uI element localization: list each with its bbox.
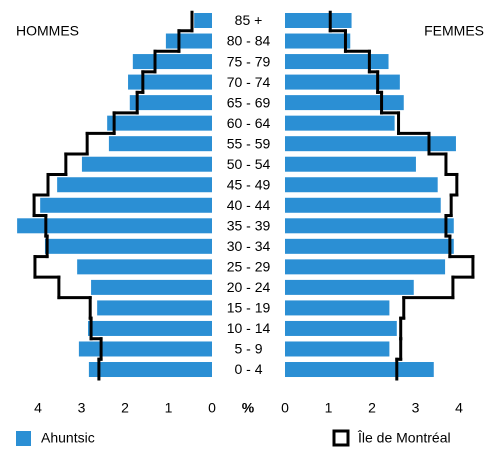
bar <box>285 320 397 336</box>
x-tick-label: 3 <box>412 400 420 416</box>
category-label: 60 - 64 <box>227 115 271 131</box>
category-label: 50 - 54 <box>227 156 271 172</box>
category-label: 25 - 29 <box>227 259 271 275</box>
x-tick-label: 2 <box>121 400 129 416</box>
bar <box>17 218 213 234</box>
category-label: 85 + <box>235 12 263 28</box>
bar <box>194 13 212 28</box>
bar <box>78 341 212 357</box>
category-label: 5 - 9 <box>234 341 262 357</box>
legend-label: Ahuntsic <box>41 430 95 446</box>
bar <box>97 300 212 316</box>
category-label: 70 - 74 <box>227 74 271 90</box>
bar <box>285 136 456 152</box>
bar <box>165 33 212 49</box>
bar <box>285 218 454 234</box>
bar <box>44 238 213 254</box>
bar <box>285 197 441 213</box>
x-tick-label: 2 <box>368 400 376 416</box>
x-tick-label: 4 <box>34 400 42 416</box>
bar <box>285 13 352 28</box>
bar <box>285 74 400 90</box>
category-label: 35 - 39 <box>227 218 271 234</box>
bar <box>285 95 404 111</box>
category-label: 30 - 34 <box>227 238 271 254</box>
bar <box>285 177 438 193</box>
category-label: 55 - 59 <box>227 135 271 151</box>
x-tick-label: 1 <box>325 400 333 416</box>
bar <box>108 136 212 152</box>
bar <box>81 156 212 172</box>
legend-label: Île de Montréal <box>357 430 451 446</box>
bar <box>88 320 212 336</box>
category-label: 20 - 24 <box>227 279 271 295</box>
bar <box>285 300 390 316</box>
x-axis-label: % <box>242 400 255 416</box>
bar <box>285 54 389 70</box>
legend-swatch <box>332 429 350 447</box>
legend-swatch <box>16 431 31 446</box>
bar <box>91 279 212 295</box>
bar <box>285 279 414 295</box>
x-tick-label: 4 <box>455 400 463 416</box>
bar <box>285 341 390 357</box>
x-tick-label: 0 <box>208 400 216 416</box>
category-label: 40 - 44 <box>227 197 271 213</box>
bar <box>285 156 416 172</box>
category-label: 10 - 14 <box>227 320 271 336</box>
bar <box>40 197 212 213</box>
category-label: 80 - 84 <box>227 33 271 49</box>
panel-title: FEMMES <box>424 23 484 39</box>
bar <box>285 33 351 49</box>
category-label: 45 - 49 <box>227 176 271 192</box>
category-label: 15 - 19 <box>227 300 271 316</box>
category-label: 65 - 69 <box>227 94 271 110</box>
bar <box>107 115 212 131</box>
bar <box>132 54 212 70</box>
bar <box>128 74 212 90</box>
x-tick-label: 0 <box>281 400 289 416</box>
bar <box>285 238 454 254</box>
x-tick-label: 1 <box>165 400 173 416</box>
panel-title: HOMMES <box>16 23 79 39</box>
category-label: 75 - 79 <box>227 53 271 69</box>
x-tick-label: 3 <box>78 400 86 416</box>
bar <box>88 362 212 378</box>
bar <box>129 95 212 111</box>
category-label: 0 - 4 <box>234 361 262 377</box>
bar <box>77 259 213 275</box>
bar <box>285 259 446 275</box>
bar <box>57 177 212 193</box>
bar <box>285 362 434 378</box>
bar <box>285 115 395 131</box>
